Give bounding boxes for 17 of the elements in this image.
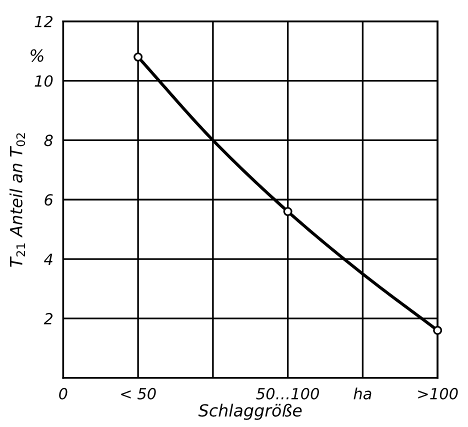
x-axis-title: Schlaggröße <box>198 404 302 420</box>
y-tick-label: 12 <box>34 16 53 28</box>
x-tick-label: >100 <box>418 388 458 400</box>
x-tick-label: ha <box>354 388 372 400</box>
y-tick-label: 2 <box>44 312 53 324</box>
x-tick-label: 50…100 <box>256 388 319 400</box>
point <box>134 52 143 62</box>
point <box>283 206 292 216</box>
y-axis-title: T$_{21}$ Anteil an T$_{02}$ <box>10 133 26 267</box>
text: % <box>30 49 44 62</box>
y-tick-label: 8 <box>44 134 53 146</box>
y-tick-label: 6 <box>44 194 53 206</box>
y-tick-label: 4 <box>44 254 52 265</box>
y-tick-label: 10 <box>34 75 53 87</box>
point <box>433 326 442 335</box>
x-tick-label: < 50 <box>121 388 156 400</box>
x-tick-label: 0 <box>59 388 68 400</box>
